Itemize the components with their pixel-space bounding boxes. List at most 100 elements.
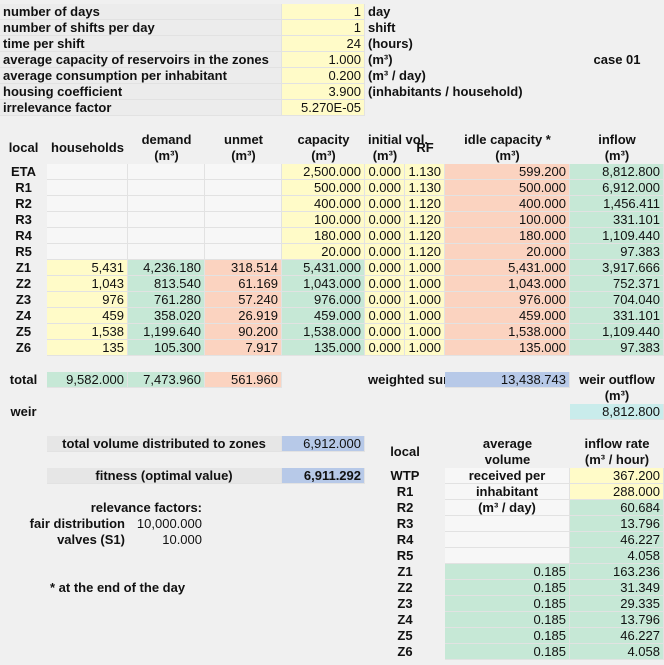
rate-value: 13.796 bbox=[570, 612, 664, 628]
average-value: 0.185 bbox=[445, 564, 570, 580]
row-label: Z6 bbox=[15, 340, 32, 355]
table-cell: 976.000 bbox=[282, 292, 365, 308]
table-cell bbox=[205, 244, 282, 260]
relevance-value: 10.000 bbox=[162, 532, 202, 547]
param-value: 1 bbox=[282, 4, 365, 20]
param-value: 1 bbox=[282, 20, 365, 36]
table-cell: 0.000 bbox=[365, 340, 405, 356]
table-cell: 5,431 bbox=[47, 260, 128, 276]
inflow-row-label: Z2 bbox=[397, 580, 413, 595]
table-cell bbox=[205, 228, 282, 244]
header-unit: (m³) bbox=[495, 148, 520, 163]
table-cell: 1,538.000 bbox=[445, 324, 570, 340]
inflow-row-label: R2 bbox=[396, 500, 414, 515]
table-cell: 105.300 bbox=[128, 340, 205, 356]
weir-header: weir outflow bbox=[579, 372, 655, 387]
row-label: R1 bbox=[15, 180, 32, 195]
table-cell: 358.020 bbox=[128, 308, 205, 324]
rate-header: inflow rate bbox=[584, 436, 650, 451]
table-cell: 704.040 bbox=[570, 292, 664, 308]
table-cell: 5,431.000 bbox=[282, 260, 365, 276]
row-label: Z2 bbox=[15, 276, 32, 291]
table-cell: 1.120 bbox=[405, 196, 445, 212]
inflow-row-label: Z4 bbox=[397, 612, 413, 627]
param-label: average consumption per inhabitant bbox=[0, 68, 282, 84]
table-cell: 1.000 bbox=[405, 324, 445, 340]
average-value: 0.185 bbox=[445, 596, 570, 612]
table-cell: 135.000 bbox=[282, 340, 365, 356]
inflow-row-label: Z3 bbox=[397, 596, 413, 611]
table-cell: 0.000 bbox=[365, 292, 405, 308]
table-cell: 1,199.640 bbox=[128, 324, 205, 340]
weighted-sum-value: 13,438.743 bbox=[445, 372, 570, 388]
row-label: R3 bbox=[15, 212, 32, 227]
average-header: inhabitant bbox=[445, 484, 570, 500]
table-cell: 1,538.000 bbox=[282, 324, 365, 340]
average-header: average bbox=[482, 436, 533, 451]
table-cell: 976.000 bbox=[445, 292, 570, 308]
param-value: 1.000 bbox=[282, 52, 365, 68]
average-value: 0.185 bbox=[445, 644, 570, 660]
inflow-row-label: WTP bbox=[390, 468, 420, 483]
rate-value: 29.335 bbox=[570, 596, 664, 612]
table-cell: 0.000 bbox=[365, 180, 405, 196]
table-cell: 1,043.000 bbox=[282, 276, 365, 292]
table-cell: 1.130 bbox=[405, 180, 445, 196]
table-cell: 318.514 bbox=[205, 260, 282, 276]
table-cell: 0.000 bbox=[365, 212, 405, 228]
rate-header: (m³ / hour) bbox=[584, 452, 650, 467]
table-cell: 97.383 bbox=[570, 244, 664, 260]
inflow-row-label: R1 bbox=[396, 484, 414, 499]
table-cell: 20.000 bbox=[445, 244, 570, 260]
table-cell: 1.130 bbox=[405, 164, 445, 180]
average-empty bbox=[445, 532, 570, 548]
relevance-title: relevance factors: bbox=[90, 500, 202, 515]
row-label: R5 bbox=[15, 244, 32, 259]
table-cell: 1.120 bbox=[405, 212, 445, 228]
table-cell bbox=[47, 244, 128, 260]
inflow-row-label: R5 bbox=[396, 548, 414, 563]
table-cell: 4,236.180 bbox=[128, 260, 205, 276]
table-cell bbox=[205, 196, 282, 212]
table-cell: 1.000 bbox=[405, 292, 445, 308]
param-value: 0.200 bbox=[282, 68, 365, 84]
table-cell bbox=[128, 212, 205, 228]
param-label: time per shift bbox=[0, 36, 282, 52]
rate-value: 46.227 bbox=[570, 628, 664, 644]
table-cell: 0.000 bbox=[365, 260, 405, 276]
inflow-row-label: Z1 bbox=[397, 564, 413, 579]
relevance-value: 10,000.000 bbox=[136, 516, 202, 531]
average-value: 0.185 bbox=[445, 612, 570, 628]
param-label: average capacity of reservoirs in the zo… bbox=[0, 52, 282, 68]
table-cell: 61.169 bbox=[205, 276, 282, 292]
table-cell: 1,109.440 bbox=[570, 228, 664, 244]
table-cell bbox=[205, 180, 282, 196]
table-cell bbox=[128, 180, 205, 196]
case-label: case 01 bbox=[593, 52, 641, 67]
average-empty bbox=[445, 516, 570, 532]
table-cell: 459 bbox=[47, 308, 128, 324]
table-cell: 500.000 bbox=[282, 180, 365, 196]
table-cell: 135 bbox=[47, 340, 128, 356]
weir-unit: (m³) bbox=[604, 388, 630, 403]
table-cell: 0.000 bbox=[365, 228, 405, 244]
table-cell: 1.120 bbox=[405, 228, 445, 244]
inflow-row-label: R4 bbox=[396, 532, 414, 547]
relevance-label: valves (S1) bbox=[57, 532, 125, 547]
rate-value: 163.236 bbox=[570, 564, 664, 580]
table-cell: 0.000 bbox=[365, 164, 405, 180]
table-cell: 1,043 bbox=[47, 276, 128, 292]
table-cell: 331.101 bbox=[570, 212, 664, 228]
total-households: 9,582.000 bbox=[47, 372, 128, 388]
table-cell: 976 bbox=[47, 292, 128, 308]
header-name: unmet bbox=[224, 132, 263, 147]
rate-value: 31.349 bbox=[570, 580, 664, 596]
inflow-row-label: Z5 bbox=[397, 628, 413, 643]
average-value: 0.185 bbox=[445, 628, 570, 644]
table-cell: 90.200 bbox=[205, 324, 282, 340]
header-unit: (m³) bbox=[604, 148, 630, 163]
average-header: volume bbox=[484, 452, 531, 467]
table-cell bbox=[128, 196, 205, 212]
table-cell: 1.000 bbox=[405, 308, 445, 324]
